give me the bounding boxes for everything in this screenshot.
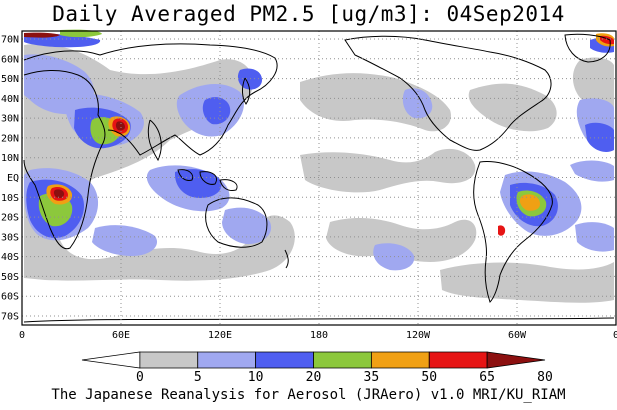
lat-label: 20S (1, 213, 19, 224)
colorbar-segment (81, 351, 141, 369)
colorbar-segment (255, 351, 314, 369)
lat-label: 50S (1, 272, 19, 283)
lon-label: 60W (508, 330, 527, 341)
lon-label: 180 (310, 330, 328, 341)
lat-label: 10S (1, 193, 19, 204)
lat-label: 60S (1, 292, 19, 303)
latitude-labels: 70N 60N 50N 40N 30N 20N 10N EQ 10S 20S 30S 40S 50S 60… (1, 35, 19, 323)
lat-label: 50N (1, 74, 19, 85)
colorbar-tick-label: 50 (421, 370, 437, 385)
colorbar-tick-label: 10 (248, 370, 264, 385)
lon-label: 0 (613, 330, 617, 341)
map-title: Daily Averaged PM2.5 [ug/m3]: 04Sep2014 (52, 2, 565, 26)
lat-label: 10N (1, 153, 19, 164)
colorbar-segment (197, 351, 257, 369)
colorbar-segment (139, 351, 199, 369)
lon-label: 0 (19, 330, 25, 341)
lat-label: 30N (1, 114, 19, 125)
lon-label: 60E (112, 330, 130, 341)
colorbar-segment (486, 351, 546, 369)
lat-label: 40S (1, 252, 19, 263)
colorbar-tick-label: 5 (194, 370, 202, 385)
colorbar-tick-label: 20 (306, 370, 322, 385)
colorbar-labels: 0 5 10 20 35 50 65 80 (136, 370, 553, 385)
colorbar-segment (428, 351, 488, 369)
colorbar-segment (313, 351, 372, 369)
longitude-labels: 0 60E 120E 180 120W 60W 0 (19, 330, 617, 341)
coastlines (23, 33, 615, 323)
colorbar-tick-label: 35 (364, 370, 380, 385)
pm-level-80-plus (24, 32, 125, 199)
colorbar-tick-label: 65 (479, 370, 495, 385)
footer-credit: The Japanese Reanalysis for Aerosol (JRA… (51, 387, 566, 403)
lon-label: 120E (208, 330, 232, 341)
lat-label: 70N (1, 35, 19, 46)
map-frame (21, 30, 617, 326)
lat-label: 60N (1, 54, 19, 65)
colorbar-tick-label: 0 (136, 370, 144, 385)
concentration-fields (24, 29, 614, 303)
lat-label: 40N (1, 94, 19, 105)
colorbar-segment (370, 351, 430, 369)
lon-label: 120W (406, 330, 431, 341)
lat-label: 70S (1, 312, 19, 323)
colorbar-tick-label: 80 (537, 370, 553, 385)
graticule (22, 31, 616, 325)
lat-label: 30S (1, 232, 19, 243)
lat-label: EQ (7, 173, 19, 184)
lat-label: 20N (1, 133, 19, 144)
colorbar (81, 351, 546, 369)
